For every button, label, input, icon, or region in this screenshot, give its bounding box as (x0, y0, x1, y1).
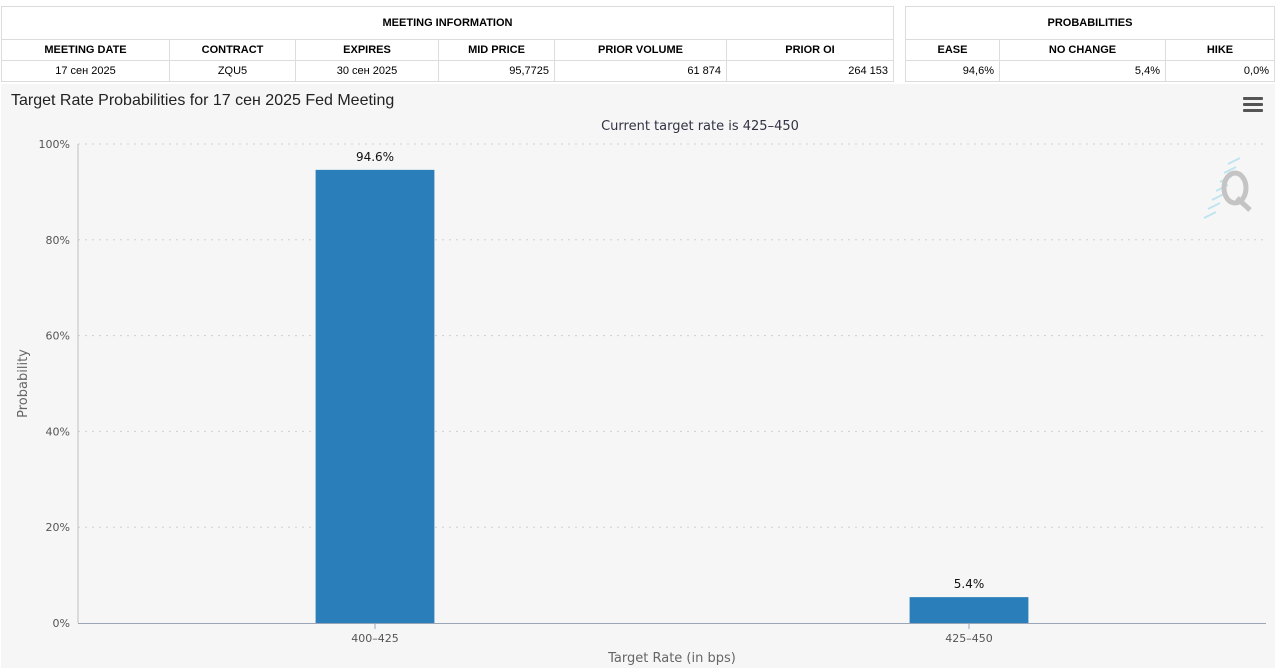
x-tick-label: 400–425 (351, 632, 399, 645)
no-change-value: 5,4% (999, 60, 1166, 82)
table-row: 17 сен 2025 ZQU5 30 сен 2025 95,7725 61 … (1, 60, 894, 82)
bar-data-label: 94.6% (356, 150, 394, 164)
col-prior-volume: PRIOR VOLUME (554, 39, 727, 61)
bar (909, 597, 1029, 623)
bar-data-label: 5.4% (954, 577, 985, 591)
prior-volume-value: 61 874 (554, 60, 727, 82)
chart-panel (1, 84, 1275, 668)
table-row: 94,6% 5,4% 0,0% (905, 60, 1275, 82)
chart-title: Target Rate Probabilities for 17 сен 202… (11, 92, 395, 109)
meeting-information-header: MEETING INFORMATION (1, 6, 894, 40)
y-tick-label: 20% (46, 521, 70, 534)
mid-price-value: 95,7725 (438, 60, 555, 82)
probabilities-table: PROBABILITIES EASE NO CHANGE HIKE 94,6% … (905, 6, 1275, 82)
col-no-change: NO CHANGE (999, 39, 1166, 61)
col-ease: EASE (905, 39, 1000, 61)
hike-value: 0,0% (1165, 60, 1275, 82)
ease-value: 94,6% (905, 60, 1000, 82)
prior-oi-value: 264 153 (726, 60, 894, 82)
meeting-date-value: 17 сен 2025 (1, 60, 170, 82)
y-tick-label: 40% (46, 425, 70, 438)
y-tick-label: 100% (39, 138, 70, 151)
probabilities-header: PROBABILITIES (905, 6, 1275, 40)
bar (315, 169, 435, 623)
col-expires: EXPIRES (295, 39, 439, 61)
x-tick-label: 425–450 (945, 632, 993, 645)
y-tick-label: 0% (53, 617, 70, 630)
meeting-information-table: MEETING INFORMATION MEETING DATE CONTRAC… (1, 6, 894, 82)
hamburger-menu-icon[interactable] (1243, 97, 1263, 113)
y-tick-label: 60% (46, 330, 70, 343)
y-tick-label: 80% (46, 234, 70, 247)
q-logo-icon (1203, 157, 1252, 219)
contract-value: ZQU5 (169, 60, 296, 82)
col-prior-oi: PRIOR OI (726, 39, 894, 61)
y-axis-title: Probability (16, 349, 31, 418)
expires-value: 30 сен 2025 (295, 60, 439, 82)
x-axis-title: Target Rate (in bps) (607, 651, 736, 666)
chart-subtitle: Current target rate is 425–450 (601, 119, 799, 134)
